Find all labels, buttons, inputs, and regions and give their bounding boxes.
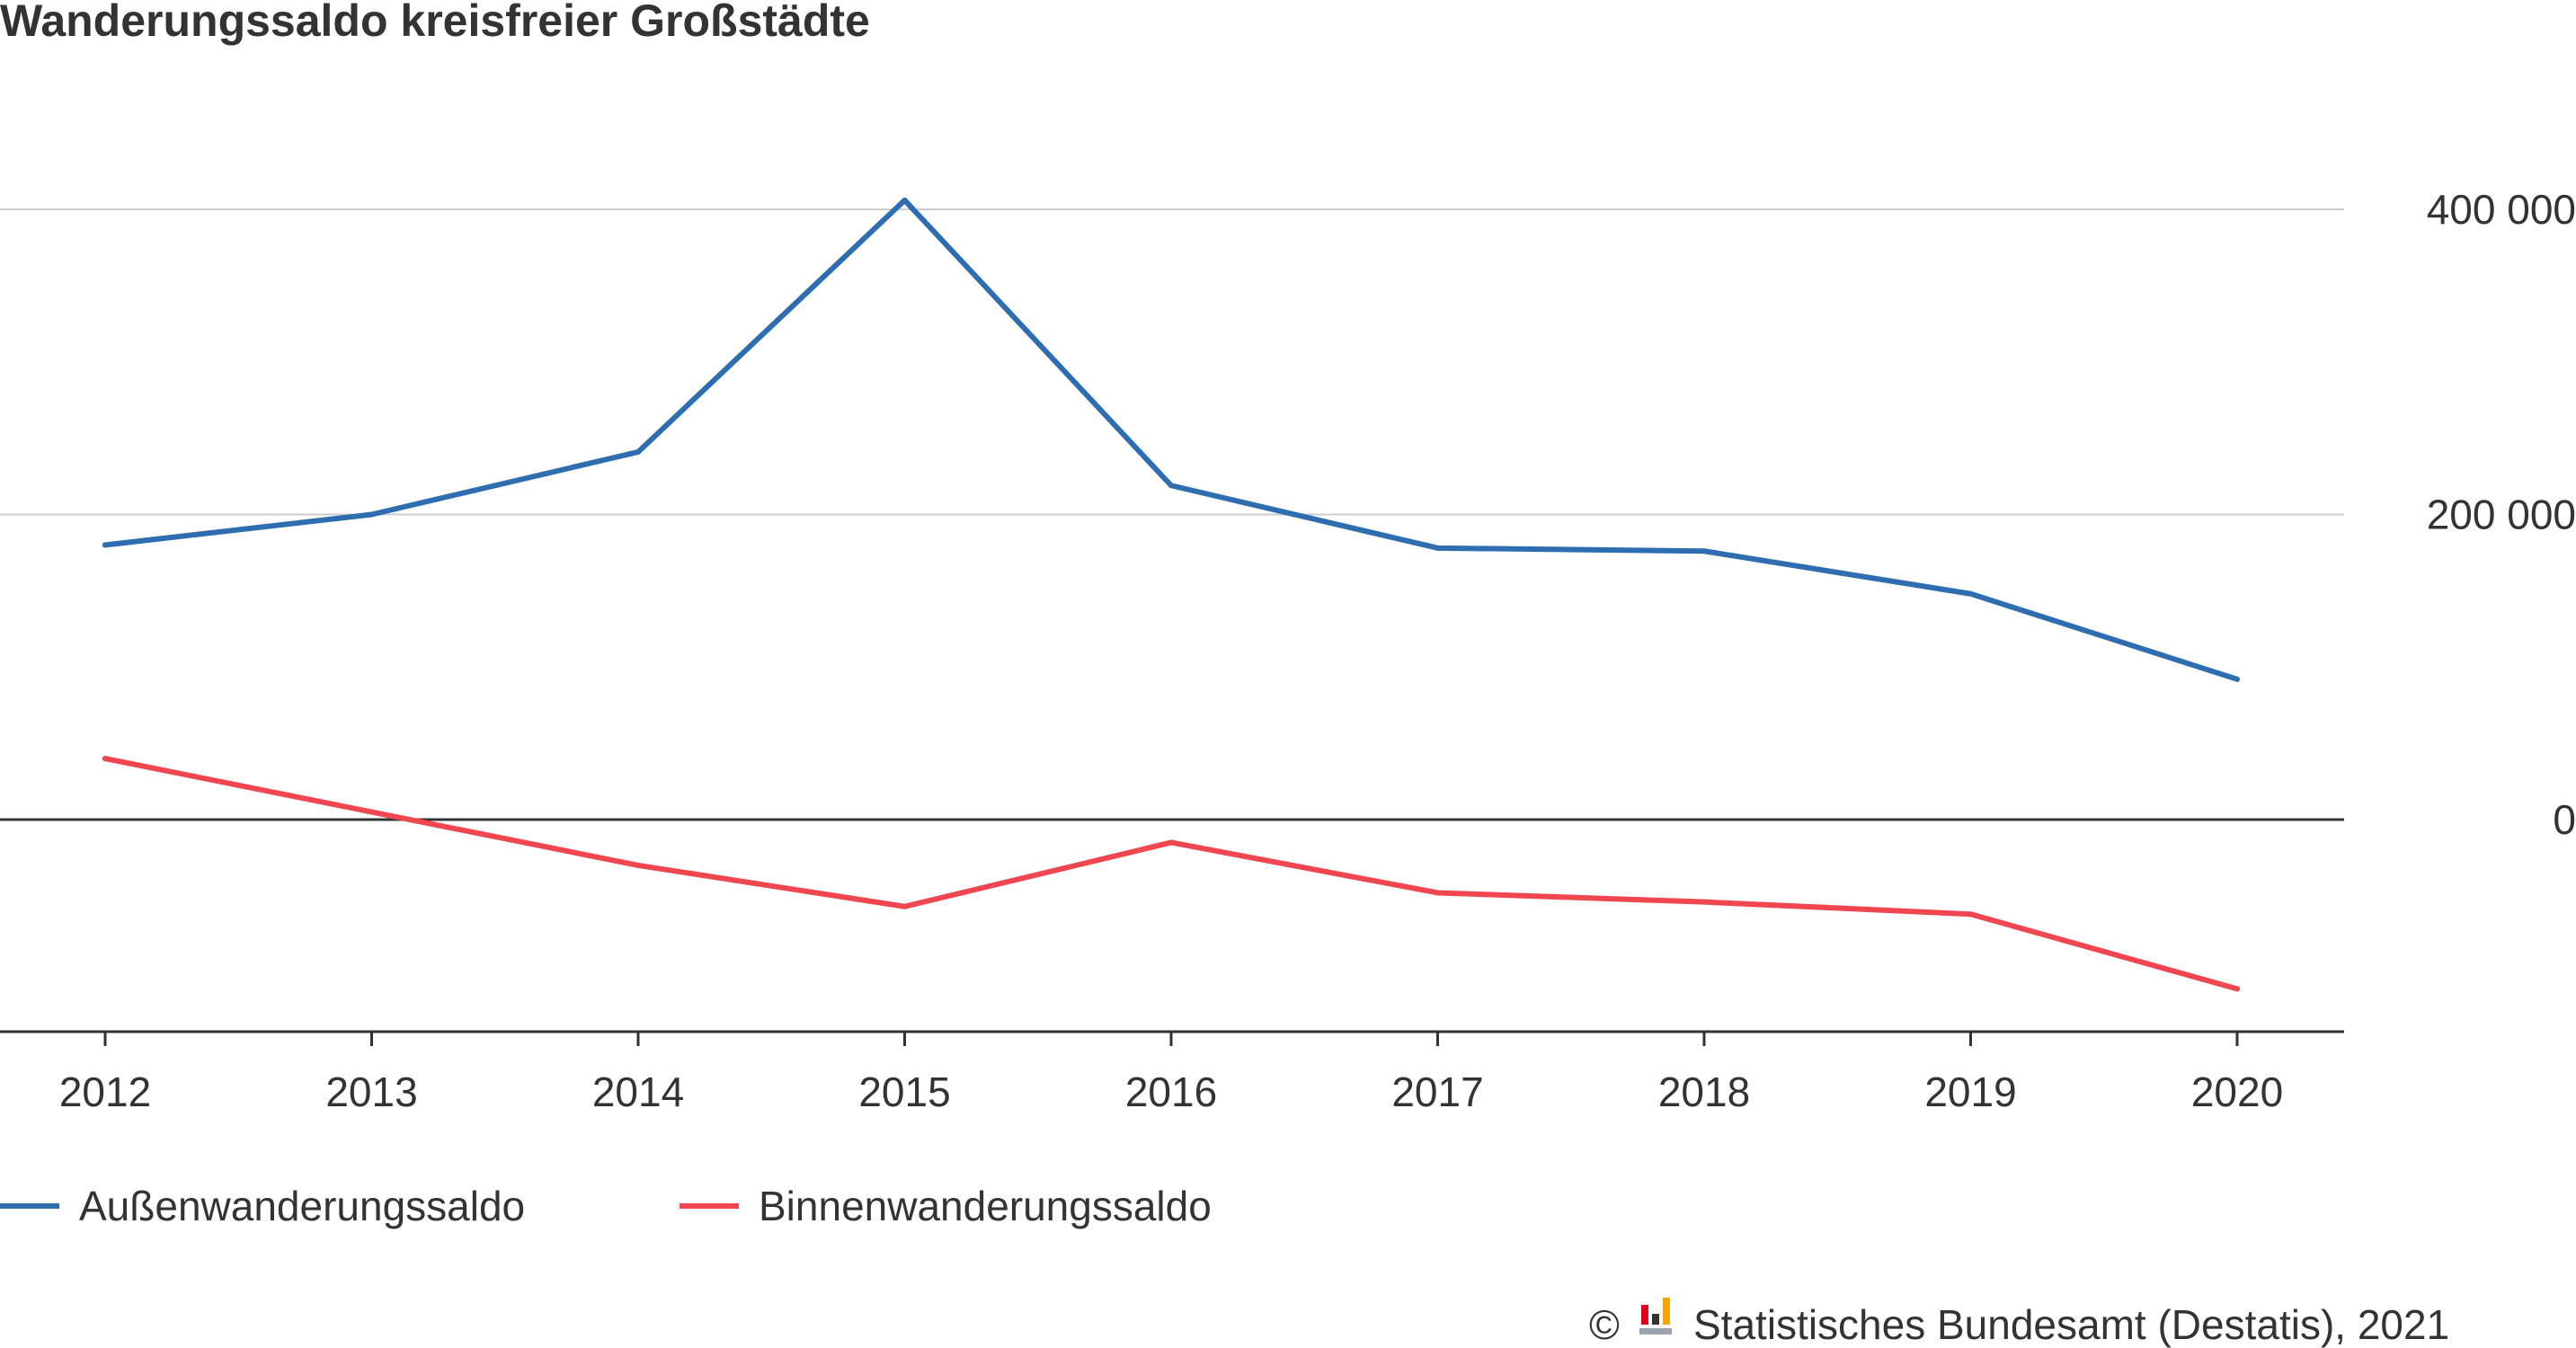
source-text: Statistisches Bundesamt (Destatis), 2021 xyxy=(1693,1301,2449,1348)
data-point xyxy=(102,756,108,762)
chart-title: Wanderungssaldo kreisfreier Großstädte xyxy=(0,0,870,46)
data-point xyxy=(2234,986,2240,992)
x-tick-label: 2019 xyxy=(1924,1069,2016,1115)
y-tick-label: 200 000 xyxy=(2427,492,2576,538)
data-point xyxy=(1435,545,1441,551)
y-tick-label: 0 xyxy=(2553,796,2576,843)
data-point xyxy=(1168,839,1174,846)
axes: 400 000 200 000 0 2012 2013 2014 2015 2016 2017 2… xyxy=(0,186,2576,1115)
data-point xyxy=(1968,590,1974,597)
source-credit: © Statistisches Bundesamt (Destatis), 20… xyxy=(1589,1298,2449,1348)
data-point xyxy=(102,542,108,548)
data-point xyxy=(635,862,641,868)
series-line-2 xyxy=(102,756,2240,992)
data-point xyxy=(2234,676,2240,682)
data-point xyxy=(1701,548,1707,554)
data-point xyxy=(902,903,908,909)
y-tick-label: 400 000 xyxy=(2427,186,2576,233)
x-tick-label: 2020 xyxy=(2191,1069,2283,1115)
data-point xyxy=(369,511,375,518)
destatis-logo-icon xyxy=(1639,1298,1672,1335)
data-point xyxy=(369,809,375,815)
x-tick-label: 2013 xyxy=(325,1069,417,1115)
data-point xyxy=(635,448,641,455)
series-lines xyxy=(102,197,2240,992)
x-tick-label: 2017 xyxy=(1391,1069,1483,1115)
legend-label: Außenwanderungssaldo xyxy=(79,1183,525,1229)
data-point xyxy=(1435,890,1441,896)
data-point xyxy=(1701,899,1707,905)
x-tick-label: 2015 xyxy=(858,1069,950,1115)
copyright-symbol: © xyxy=(1589,1301,1620,1348)
gridlines xyxy=(0,208,2344,821)
data-point xyxy=(1168,483,1174,489)
x-tick-label: 2014 xyxy=(592,1069,684,1115)
data-point xyxy=(1968,911,1974,918)
x-tick-label: 2016 xyxy=(1125,1069,1217,1115)
x-tick-label: 2018 xyxy=(1658,1069,1750,1115)
legend: Außenwanderungssaldo Binnenwanderungssald… xyxy=(0,1183,1212,1229)
x-tick-label: 2012 xyxy=(59,1069,151,1115)
series-line-1 xyxy=(102,197,2240,682)
data-point xyxy=(902,197,908,203)
legend-label: Binnenwanderungssaldo xyxy=(759,1183,1212,1229)
